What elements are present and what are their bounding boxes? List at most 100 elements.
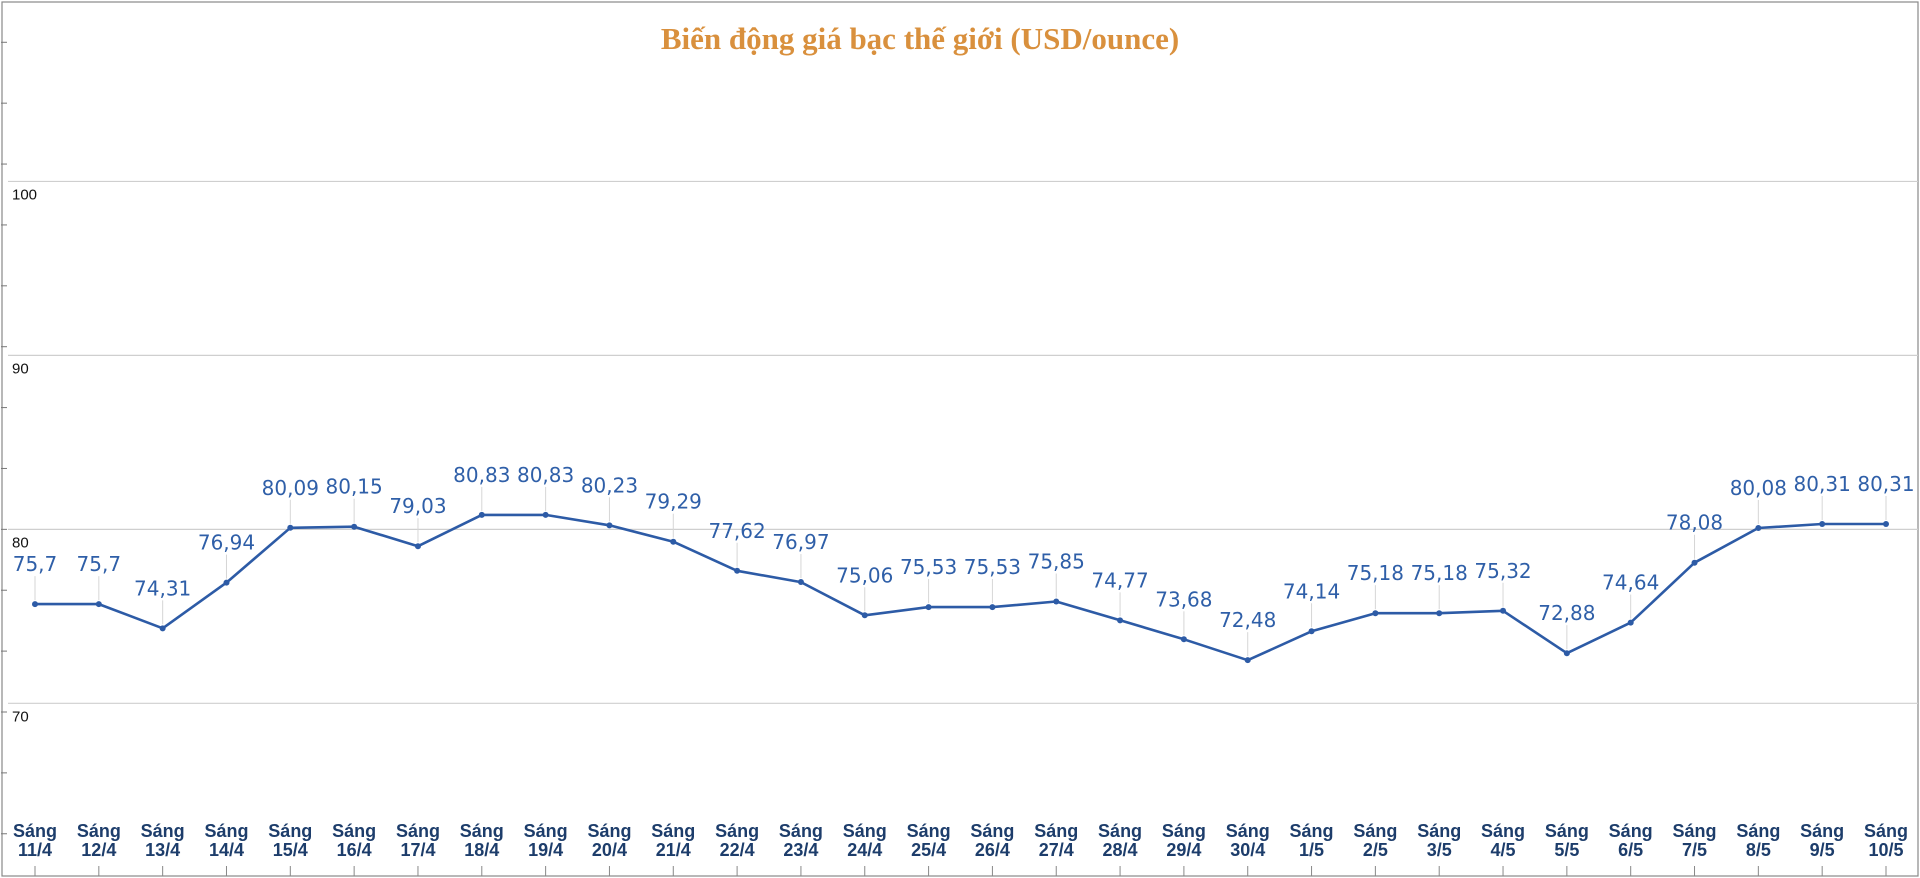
x-tick-label-line2: 26/4 (975, 840, 1010, 860)
x-tick-label-line1: Sáng (1417, 821, 1461, 841)
data-label: 75,06 (836, 563, 893, 587)
x-tick-label-line1: Sáng (1864, 821, 1908, 841)
x-tick-label-line2: 14/4 (209, 840, 244, 860)
x-tick-label-line2: 25/4 (911, 840, 946, 860)
x-tick-label-line1: Sáng (779, 821, 823, 841)
data-label: 80,83 (453, 463, 510, 487)
data-label: 74,14 (1283, 579, 1340, 603)
data-label: 75,53 (900, 555, 957, 579)
data-label: 75,32 (1474, 559, 1531, 583)
data-point (159, 625, 166, 632)
data-label: 74,31 (134, 576, 191, 600)
x-tick-label-line2: 17/4 (400, 840, 435, 860)
x-tick-label-line1: Sáng (1162, 821, 1206, 841)
x-tick-label-line1: Sáng (204, 821, 248, 841)
x-tick-label-line2: 4/5 (1491, 840, 1516, 860)
x-tick-label-line2: 23/4 (783, 840, 818, 860)
x-tick-label-line1: Sáng (1736, 821, 1780, 841)
data-label: 77,62 (708, 519, 765, 543)
x-tick-label-line2: 24/4 (847, 840, 882, 860)
data-points (32, 511, 1889, 664)
x-tick-label-line1: Sáng (715, 821, 759, 841)
data-point (1755, 524, 1762, 531)
x-tick-label-line1: Sáng (1800, 821, 1844, 841)
data-label: 80,31 (1794, 472, 1851, 496)
data-point (1691, 559, 1698, 566)
x-tick-label-line1: Sáng (1226, 821, 1270, 841)
x-tick-label-line2: 3/5 (1427, 840, 1452, 860)
data-point (1180, 636, 1187, 643)
data-point (95, 601, 102, 608)
x-tick-label-line1: Sáng (1098, 821, 1142, 841)
grid-lines (8, 180, 1918, 704)
x-tick-label-line1: Sáng (843, 821, 887, 841)
x-tick-label-line2: 22/4 (720, 840, 755, 860)
data-point (414, 543, 421, 550)
x-tick-label-line2: 28/4 (1103, 840, 1138, 860)
data-point (989, 604, 996, 611)
data-label: 75,18 (1347, 561, 1404, 585)
data-point (1372, 610, 1379, 617)
x-tick-label-line1: Sáng (268, 821, 312, 841)
data-point (734, 567, 741, 574)
data-point (606, 522, 613, 529)
data-point (478, 511, 485, 518)
y-axis-ticks: 70 80 90 100 (1, 41, 37, 835)
data-label: 80,08 (1730, 476, 1787, 500)
x-tick-label-line2: 18/4 (464, 840, 499, 860)
data-label: 78,08 (1666, 511, 1723, 535)
x-tick-label-line1: Sáng (396, 821, 440, 841)
data-label: 76,97 (772, 530, 829, 554)
x-tick-label-line2: 11/4 (18, 840, 52, 860)
data-point (797, 579, 804, 586)
data-label: 75,85 (1028, 550, 1085, 574)
x-tick-label-line1: Sáng (587, 821, 631, 841)
x-tick-label-line1: Sáng (1545, 821, 1589, 841)
x-tick-label-line2: 16/4 (337, 840, 372, 860)
x-tick-label-line1: Sáng (1290, 821, 1334, 841)
data-point (1053, 598, 1060, 605)
x-tick-label-line2: 19/4 (528, 840, 563, 860)
x-tick-label-line2: 10/5 (1868, 840, 1903, 860)
data-point (925, 604, 932, 611)
data-label: 74,77 (1091, 568, 1148, 592)
x-tick-label-line1: Sáng (907, 821, 951, 841)
x-axis-labels: Sáng11/4Sáng12/4Sáng13/4Sáng14/4Sáng15/4… (13, 821, 1908, 876)
x-tick-label-line1: Sáng (1034, 821, 1078, 841)
data-label: 80,83 (517, 463, 574, 487)
x-tick-label-line2: 6/5 (1618, 840, 1643, 860)
data-point (1244, 657, 1251, 664)
data-label: 74,64 (1602, 571, 1659, 595)
x-tick-label-line1: Sáng (970, 821, 1014, 841)
data-label: 75,7 (13, 552, 58, 576)
x-tick-label-line2: 9/5 (1810, 840, 1835, 860)
data-label: 80,15 (326, 475, 383, 499)
data-point (287, 524, 294, 531)
x-tick-label-line1: Sáng (651, 821, 695, 841)
data-point (1117, 617, 1124, 624)
chart-title: Biến động giá bạc thế giới (USD/ounce) (661, 21, 1179, 56)
x-tick-label-line1: Sáng (141, 821, 185, 841)
series-line (35, 513, 1886, 662)
data-label: 72,48 (1219, 608, 1276, 632)
data-point (1819, 520, 1826, 527)
x-tick-label-line2: 30/4 (1230, 840, 1265, 860)
x-tick-label-line2: 5/5 (1554, 840, 1579, 860)
data-point (1627, 619, 1634, 626)
data-label: 80,23 (581, 473, 638, 497)
data-label: 76,94 (198, 531, 255, 555)
data-label: 79,29 (645, 490, 702, 514)
data-label: 73,68 (1155, 587, 1212, 611)
data-point (1308, 628, 1315, 635)
x-tick-label-line2: 2/5 (1363, 840, 1388, 860)
x-tick-label-line1: Sáng (332, 821, 376, 841)
data-point (1563, 650, 1570, 657)
data-point (861, 612, 868, 619)
x-tick-label-line2: 20/4 (592, 840, 627, 860)
x-tick-label-line1: Sáng (13, 821, 57, 841)
x-tick-label-line1: Sáng (1481, 821, 1525, 841)
x-tick-label-line2: 29/4 (1166, 840, 1201, 860)
data-point (1883, 520, 1889, 527)
